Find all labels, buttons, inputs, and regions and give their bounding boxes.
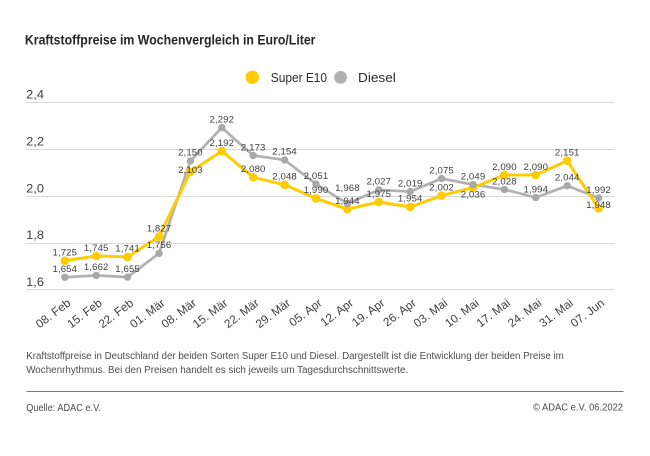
svg-text:1,6: 1,6 [26, 275, 44, 289]
svg-text:2,051: 2,051 [304, 171, 329, 182]
svg-text:1,741: 1,741 [115, 244, 140, 255]
svg-text:2,0: 2,0 [26, 181, 44, 195]
svg-text:1,948: 1,948 [586, 200, 611, 211]
svg-text:1,756: 1,756 [147, 240, 172, 251]
svg-text:2,036: 2,036 [461, 190, 486, 201]
svg-text:2,019: 2,019 [398, 178, 423, 189]
svg-text:1,975: 1,975 [366, 189, 391, 200]
svg-text:2,080: 2,080 [241, 164, 266, 175]
svg-text:2,002: 2,002 [429, 182, 454, 193]
svg-text:Diesel: Diesel [358, 70, 396, 85]
svg-text:© ADAC e.V. 06.2022: © ADAC e.V. 06.2022 [533, 402, 623, 413]
svg-text:2,4: 2,4 [26, 87, 44, 101]
svg-text:Kraftstoffpreise im Wochenverg: Kraftstoffpreise im Wochenvergleich in E… [25, 31, 316, 47]
svg-text:2,103: 2,103 [178, 165, 203, 176]
svg-text:1,992: 1,992 [586, 185, 611, 196]
svg-text:1,968: 1,968 [335, 183, 360, 194]
svg-text:1,990: 1,990 [304, 185, 329, 196]
svg-text:2,150: 2,150 [178, 148, 203, 159]
svg-text:2,154: 2,154 [272, 147, 297, 158]
svg-text:1,655: 1,655 [115, 264, 140, 275]
svg-text:2,090: 2,090 [492, 162, 517, 173]
svg-text:1,654: 1,654 [52, 264, 77, 275]
svg-text:1,994: 1,994 [523, 184, 548, 195]
svg-text:2,173: 2,173 [241, 142, 266, 153]
svg-text:2,2: 2,2 [26, 134, 44, 148]
svg-text:Kraftstoffpreise in Deutschlan: Kraftstoffpreise in Deutschland der beid… [26, 351, 564, 362]
svg-text:2,075: 2,075 [429, 165, 454, 176]
svg-text:1,8: 1,8 [26, 228, 44, 242]
svg-text:2,049: 2,049 [461, 171, 486, 182]
svg-text:2,044: 2,044 [555, 173, 580, 184]
svg-text:1,745: 1,745 [84, 243, 109, 254]
svg-text:2,090: 2,090 [523, 162, 548, 173]
svg-text:1,954: 1,954 [398, 194, 423, 205]
svg-text:1,662: 1,662 [84, 262, 109, 273]
svg-text:2,027: 2,027 [366, 177, 391, 188]
svg-text:Super E10: Super E10 [271, 70, 327, 85]
svg-text:Wochenrhythmus. Bei den Preise: Wochenrhythmus. Bei den Preisen handelt … [26, 365, 408, 376]
svg-text:1,725: 1,725 [52, 248, 77, 259]
svg-text:Quelle: ADAC e.V.: Quelle: ADAC e.V. [26, 403, 101, 414]
svg-text:1,944: 1,944 [335, 196, 360, 207]
svg-text:2,028: 2,028 [492, 176, 517, 187]
svg-text:2,048: 2,048 [272, 172, 297, 183]
svg-text:1,827: 1,827 [147, 224, 172, 235]
svg-text:2,192: 2,192 [209, 138, 234, 149]
svg-text:2,292: 2,292 [209, 114, 234, 125]
svg-text:2,151: 2,151 [555, 148, 580, 159]
